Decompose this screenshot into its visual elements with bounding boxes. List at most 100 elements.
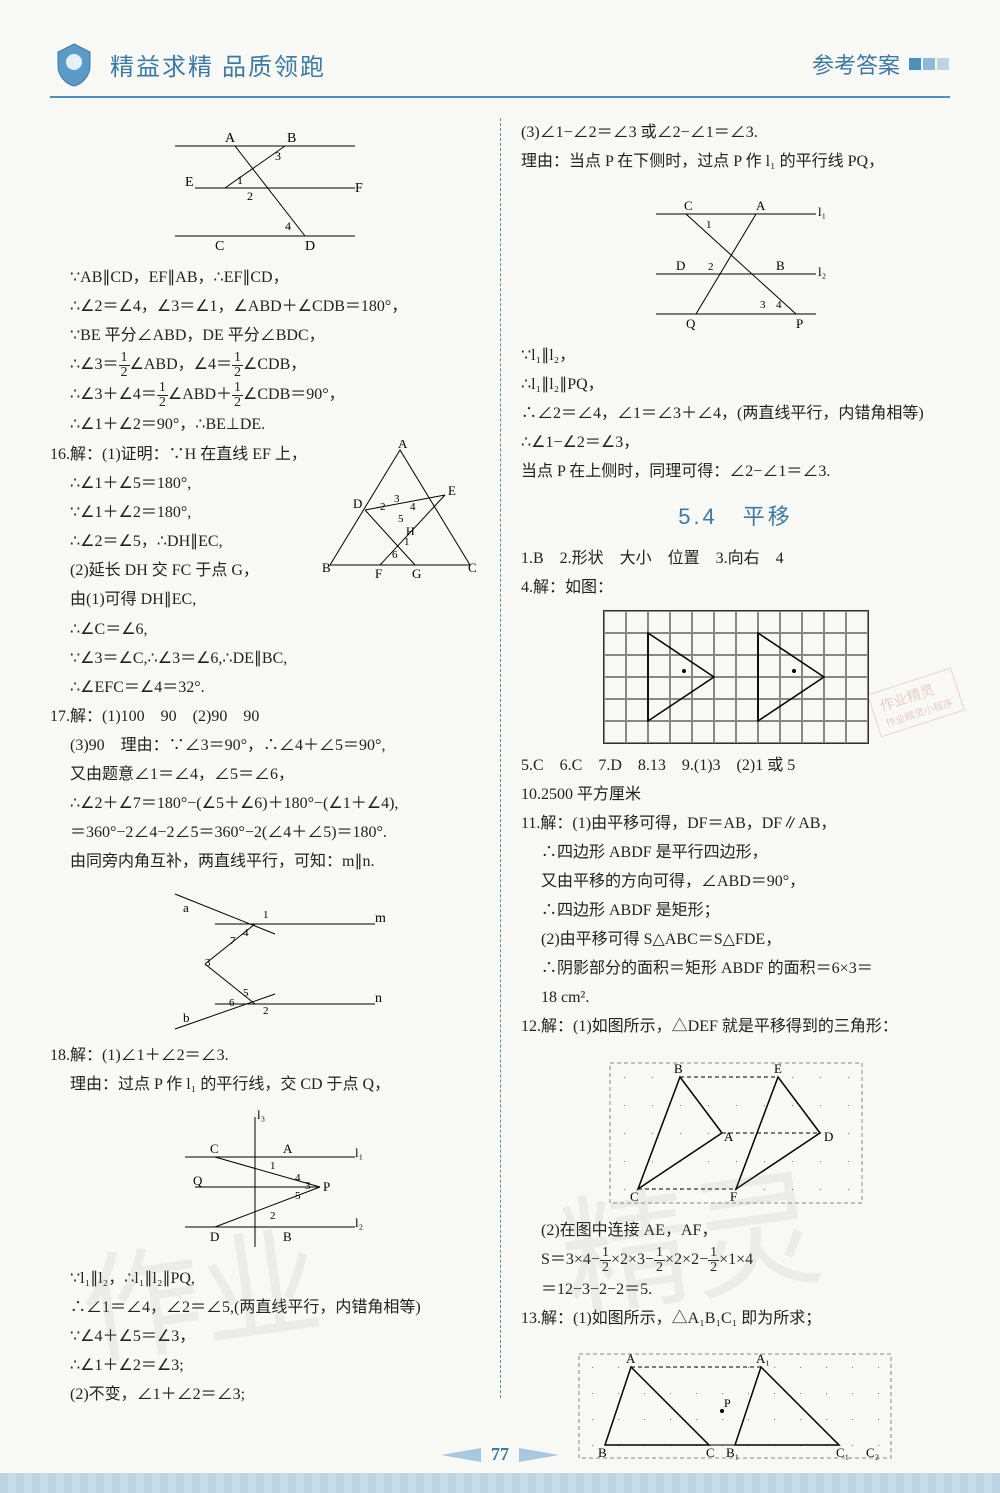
figure-17: m n a b 1 4 7 3 5 2 6 — [50, 884, 480, 1034]
svg-text:A₁: A₁ — [756, 1351, 770, 1366]
svg-text:6: 6 — [392, 549, 398, 561]
svg-text:4: 4 — [295, 1172, 301, 1184]
text-line: 18.解：(1)∠1＋∠2＝∠3. — [50, 1042, 480, 1070]
text-line: 16.解：(1)证明：∵H 在直线 EF 上， — [50, 441, 310, 469]
svg-text:C: C — [468, 560, 477, 575]
figure-r1: C A l₁ D B l₂ Q P 1 2 4 3 — [521, 184, 950, 334]
svg-text:D: D — [824, 1129, 833, 1144]
text-line: ＝360°−2∠4−2∠5＝360°−2(∠4＋∠5)＝180°. — [50, 819, 480, 847]
svg-text:E: E — [448, 483, 456, 498]
figure-15: A B E F C D 3 1 2 4 — [50, 126, 480, 256]
content: A B E F C D 3 1 2 4 ∵AB∥CD，EF∥AB，∴EF∥CD，… — [50, 118, 950, 1398]
text-line: S＝3×4−12×2×3−12×2×2−12×1×4 — [521, 1246, 950, 1275]
svg-text:2: 2 — [708, 261, 714, 273]
text-line: ∴∠1＋∠2＝∠3; — [50, 1352, 480, 1380]
text-line: ∴∠C＝∠6, — [50, 616, 480, 644]
text-line: 理由：当点 P 在下侧时，过点 P 作 l₁ 的平行线 PQ， — [521, 148, 950, 176]
text-line: 又由平移的方向可得，∠ABD＝90°， — [521, 868, 950, 896]
text-line: 1.B 2.形状 大小 位置 3.向右 4 — [521, 545, 950, 573]
header-left: 精益求精 品质领跑 — [50, 40, 326, 88]
svg-text:E: E — [185, 175, 194, 190]
svg-text:3: 3 — [305, 1180, 311, 1192]
text-line: (2)在图中连接 AE，AF， — [521, 1217, 950, 1245]
svg-text:D: D — [353, 496, 362, 511]
figure-18: l₃ l₁ l₂ C A D B Q P 1 4 5 3 2 — [50, 1107, 480, 1257]
text-line: ∴∠2＝∠4，∠3＝∠1，∠ABD＋∠CDB＝180°， — [50, 293, 480, 321]
text-line: 11.解：(1)由平移可得，DF＝AB，DF∥AB， — [521, 810, 950, 838]
header-right: 参考答案 — [812, 48, 950, 80]
text-line: ∵l₁∥l₂，∴l₁∥l₂∥PQ, — [50, 1265, 480, 1293]
text-line: 12.解：(1)如图所示，△DEF 就是平移得到的三角形： — [521, 1013, 950, 1041]
svg-text:A: A — [225, 131, 236, 146]
svg-text:3: 3 — [275, 149, 281, 163]
text-line: (2)不变，∠1＋∠2＝∠3; — [50, 1381, 480, 1409]
text-line: ∵l₁∥l₂， — [521, 342, 950, 370]
svg-text:C₂: C₂ — [866, 1445, 879, 1460]
svg-text:2: 2 — [247, 189, 253, 203]
svg-text:1: 1 — [263, 909, 269, 921]
svg-text:D: D — [210, 1229, 219, 1244]
svg-text:1: 1 — [270, 1160, 276, 1172]
svg-text:A: A — [398, 440, 408, 451]
figure-16: A B C D E F G H 2 3 4 5 6 1 — [320, 440, 480, 580]
svg-text:2: 2 — [270, 1210, 276, 1222]
svg-text:Q: Q — [686, 316, 696, 331]
text-line: 由(1)可得 DH∥EC, — [50, 586, 310, 614]
svg-text:4: 4 — [410, 501, 416, 513]
svg-text:5: 5 — [398, 513, 404, 525]
svg-text:B: B — [598, 1445, 607, 1460]
svg-text:1: 1 — [237, 173, 243, 187]
svg-text:E: E — [774, 1061, 782, 1076]
svg-text:P: P — [796, 316, 803, 331]
svg-text:P: P — [724, 1396, 731, 1410]
svg-text:l₂: l₂ — [818, 264, 826, 279]
text-line: ∴∠1−∠2＝∠3， — [521, 429, 950, 457]
svg-text:F: F — [730, 1189, 737, 1204]
text-line: ∴∠1＋∠5＝180°, — [50, 470, 310, 498]
svg-text:C: C — [706, 1445, 715, 1460]
svg-text:m: m — [375, 911, 385, 926]
text-line: 理由：过点 P 作 l₁ 的平行线，交 CD 于点 Q， — [50, 1071, 480, 1099]
text-line: (3)90 理由：∵∠3＝90°，∴∠4＋∠5＝90°, — [50, 732, 480, 760]
svg-text:B: B — [287, 131, 296, 146]
text-line: ∴∠2＝∠4，∠1＝∠3＋∠4，(两直线平行，内错角相等) — [521, 400, 950, 428]
svg-text:1: 1 — [404, 536, 410, 548]
svg-text:b: b — [183, 1010, 190, 1025]
svg-text:3: 3 — [205, 957, 211, 969]
text-line: ∵∠1＋∠2＝180°, — [50, 499, 310, 527]
header-title-left: 精益求精 品质领跑 — [110, 47, 326, 82]
text-line: (2)延长 DH 交 FC 于点 G， — [50, 557, 310, 585]
svg-text:5: 5 — [295, 1190, 301, 1202]
right-column: (3)∠1−∠2＝∠3 或∠2−∠1＝∠3. 理由：当点 P 在下侧时，过点 P… — [500, 118, 950, 1398]
text-line: 又由题意∠1＝∠4，∠5＝∠6， — [50, 761, 480, 789]
text-line: ＝12−3−2−2＝5. — [521, 1276, 950, 1304]
text-line: ∵BE 平分∠ABD，DE 平分∠BDC， — [50, 322, 480, 350]
text-line: 17.解：(1)100 90 (2)90 90 — [50, 703, 480, 731]
text-line: (3)∠1−∠2＝∠3 或∠2−∠1＝∠3. — [521, 119, 950, 147]
svg-text:6: 6 — [229, 997, 235, 1009]
svg-text:C: C — [684, 198, 693, 213]
svg-text:B: B — [674, 1061, 683, 1076]
svg-text:A: A — [756, 198, 766, 213]
left-column: A B E F C D 3 1 2 4 ∵AB∥CD，EF∥AB，∴EF∥CD，… — [50, 118, 500, 1398]
svg-text:F: F — [375, 566, 382, 580]
figure-13: A B C A₁ B₁ C₁ C₂ P — [521, 1341, 950, 1461]
header-title-right: 参考答案 — [812, 48, 900, 80]
svg-text:4: 4 — [776, 299, 782, 311]
text-line: ∵∠3＝∠C,∴∠3＝∠6,∴DE∥BC, — [50, 645, 480, 673]
figure-12: C B A F E D — [521, 1049, 950, 1209]
text-line: ∴∠3＝12∠ABD，∠4＝12∠CDB， — [50, 351, 480, 380]
corner-deco-icon — [908, 57, 950, 71]
text-line: 18 cm². — [521, 984, 950, 1012]
svg-text:C₁: C₁ — [836, 1445, 849, 1460]
text-line: ∴∠3＋∠4＝12∠ABD＋12∠CDB＝90°， — [50, 381, 480, 410]
svg-text:F: F — [355, 181, 363, 196]
text-line: ∵∠4＋∠5＝∠3， — [50, 1323, 480, 1351]
svg-text:B: B — [776, 258, 785, 273]
svg-text:P: P — [323, 1179, 330, 1194]
svg-text:B: B — [283, 1229, 292, 1244]
text-line: ∴l₁∥l₂∥PQ， — [521, 371, 950, 399]
svg-text:3: 3 — [394, 493, 400, 505]
svg-text:D: D — [676, 258, 685, 273]
svg-text:3: 3 — [760, 299, 766, 311]
